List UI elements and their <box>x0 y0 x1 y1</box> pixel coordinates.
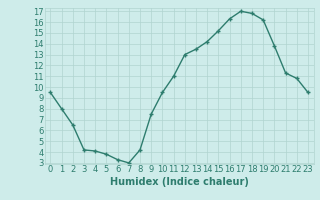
X-axis label: Humidex (Indice chaleur): Humidex (Indice chaleur) <box>110 177 249 187</box>
